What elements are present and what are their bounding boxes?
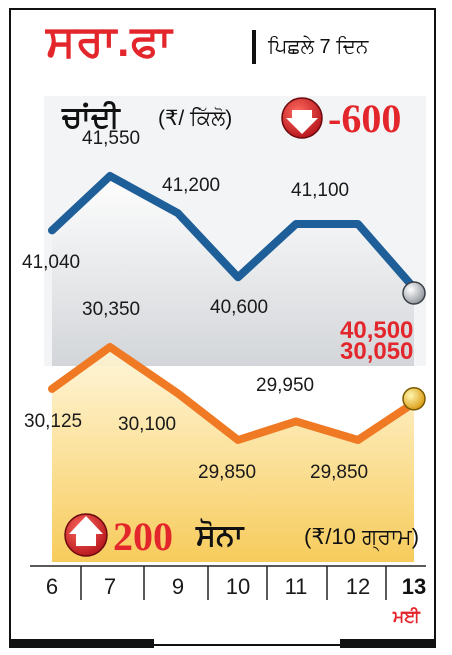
x-tick-label: 6	[45, 574, 59, 599]
up-arrow-icon	[64, 513, 108, 557]
gold-data-label: 30,125	[24, 410, 83, 432]
gold-title: ਸੋਨਾ	[196, 519, 244, 552]
gold-unit: (₹/10 ਗ੍ਰਾਮ)	[304, 524, 420, 549]
x-tick-label: 13	[401, 574, 427, 599]
gold-area	[52, 347, 414, 562]
gold-data-label: 30,050	[340, 337, 414, 365]
chart-frame	[9, 8, 436, 646]
chart-title: ਸਰਾ.ਫਾ	[46, 17, 173, 66]
gold-data-label: 29,850	[198, 462, 257, 483]
silver-unit: (₹/ ਕਿੱਲੋ)	[158, 107, 233, 130]
x-tick-label: 7	[103, 574, 117, 599]
silver-data-label: 41,550	[82, 128, 141, 149]
bottom-rule-right	[340, 639, 436, 648]
silver-data-label: 41,200	[162, 175, 221, 197]
down-arrow-icon	[281, 97, 323, 139]
chart-subtitle: ਪਿਛਲੇ 7 ਦਿਨ	[268, 36, 369, 58]
bottom-rule-left	[9, 639, 154, 648]
silver-data-label: 40,600	[210, 297, 269, 319]
silver-series-line	[48, 172, 418, 292]
silver-area	[52, 176, 414, 366]
x-axis-label: ਮਈ	[393, 607, 420, 626]
x-tick-label: 9	[171, 574, 185, 599]
x-tick-label: 10	[225, 574, 251, 599]
silver-change-value: -600	[328, 96, 402, 141]
silver-data-label: 41,100	[291, 180, 350, 201]
silver-data-label: 41,040	[22, 252, 81, 274]
gold-data-label: 29,950	[256, 375, 315, 397]
gold-change-value: 200	[113, 514, 173, 559]
gold-end-marker	[402, 387, 426, 411]
x-tick-label: 12	[345, 574, 371, 599]
title-separator	[252, 30, 256, 64]
gold-data-label: 30,350	[82, 299, 141, 320]
gold-data-label: 30,100	[118, 413, 177, 435]
silver-data-label: 40,500	[340, 317, 414, 344]
gold-data-label: 29,850	[310, 462, 369, 483]
x-tick-label: 11	[284, 574, 308, 599]
gold-series-line	[48, 343, 418, 444]
silver-end-marker	[402, 281, 426, 305]
silver-title: ਚਾਂਦੀ	[62, 101, 120, 134]
x-axis-ticks	[80, 566, 387, 600]
